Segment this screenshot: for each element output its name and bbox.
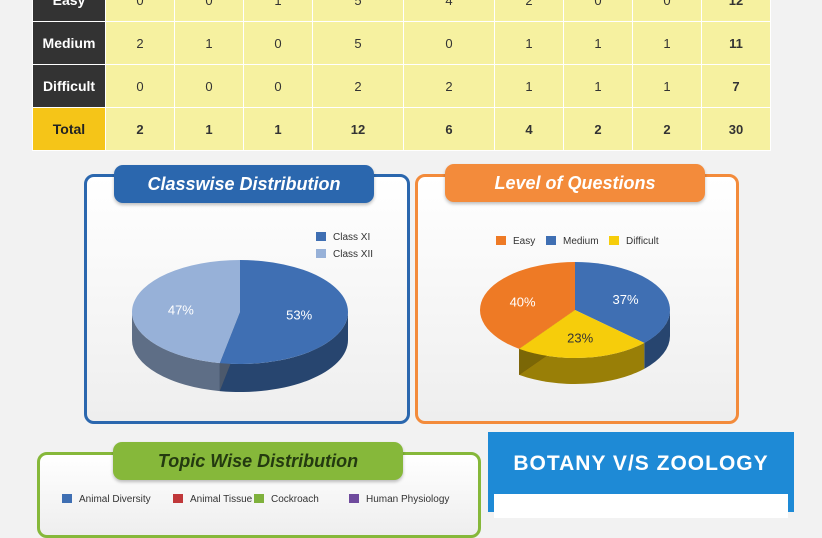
table-row: Difficult 0 0 0 2 2 1 1 1 7 xyxy=(32,64,771,108)
table-cell: 2 xyxy=(563,107,633,151)
legend-class-xi-label: Class XI xyxy=(333,232,371,243)
table-cell: 0 xyxy=(243,21,313,65)
legend-difficult-swatch xyxy=(609,236,619,245)
legend-human-physiology-swatch xyxy=(349,494,359,503)
row-total: 7 xyxy=(701,64,771,108)
legend-difficult: Difficult xyxy=(609,236,659,247)
table-cell: 1 xyxy=(243,0,313,22)
table-cell: 0 xyxy=(174,64,244,108)
botany-zoology-content xyxy=(494,494,788,518)
table-cell: 2 xyxy=(105,107,175,151)
pie-slice-class-xi xyxy=(219,260,348,364)
legend-class-xi: Class XI xyxy=(316,232,370,243)
legend-medium-label: Medium xyxy=(563,236,599,247)
legend-human-physiology-label: Human Physiology xyxy=(366,494,450,505)
table-cell: 5 xyxy=(312,21,404,65)
level-pie-chart: 40% 37% 23% xyxy=(480,262,670,384)
topic-title: Topic Wise Distribution xyxy=(113,442,403,480)
table-cell: 12 xyxy=(312,107,404,151)
legend-class-xii-label: Class XII xyxy=(333,249,374,260)
table-cell: 2 xyxy=(632,107,702,151)
table-cell: 2 xyxy=(403,64,495,108)
table-cell: 4 xyxy=(403,0,495,22)
legend-easy-label: Easy xyxy=(513,236,536,247)
legend-class-xii-swatch xyxy=(316,249,326,258)
legend-animal-diversity: Animal Diversity xyxy=(62,494,151,505)
pie-slice-side xyxy=(519,342,645,384)
pie-slice-difficult xyxy=(519,310,645,358)
table-cell: 2 xyxy=(105,21,175,65)
table-cell: 5 xyxy=(312,0,404,22)
row-total: 12 xyxy=(701,0,771,22)
row-total: 30 xyxy=(701,107,771,151)
row-label: Difficult xyxy=(32,64,106,108)
pie-slice-medium xyxy=(575,262,670,343)
table-cell: 1 xyxy=(563,64,633,108)
legend-cockroach: Cockroach xyxy=(254,494,319,505)
botany-zoology-title: BOTANY V/S ZOOLOGY xyxy=(513,452,769,475)
legend-class-xii: Class XII xyxy=(316,249,373,260)
table-row: Total 2 1 1 12 6 4 2 2 30 xyxy=(32,107,771,151)
table-cell: 2 xyxy=(494,0,564,22)
pie-slice-class-xii xyxy=(131,260,240,364)
legend-human-physiology: Human Physiology xyxy=(349,494,449,505)
row-total: 11 xyxy=(701,21,771,65)
legend-animal-tissue: Animal Tissue xyxy=(173,494,252,505)
legend-class-xi-swatch xyxy=(316,232,326,241)
table-cell: 1 xyxy=(632,21,702,65)
legend-cockroach-label: Cockroach xyxy=(271,494,319,505)
table-cell: 1 xyxy=(632,64,702,108)
table-cell: 0 xyxy=(174,0,244,22)
table-row: Easy 0 0 1 5 4 2 0 0 12 xyxy=(32,0,771,22)
row-label: Easy xyxy=(32,0,106,22)
table-cell: 0 xyxy=(105,64,175,108)
table-cell: 0 xyxy=(563,0,633,22)
legend-medium: Medium xyxy=(546,236,599,247)
table-cell: 2 xyxy=(312,64,404,108)
table-row: Medium 2 1 0 5 0 1 1 1 11 xyxy=(32,21,771,65)
legend-animal-diversity-swatch xyxy=(62,494,72,503)
pie-value-label: 37% xyxy=(613,292,639,307)
question-distribution-table: Easy 0 0 1 5 4 2 0 0 12 Medium 2 1 0 5 0 1 1 1 11 Difficult 0… xyxy=(32,0,771,151)
pie-value-label: 40% xyxy=(510,294,536,309)
table-cell: 0 xyxy=(243,64,313,108)
table-cell: 1 xyxy=(174,107,244,151)
row-label: Medium xyxy=(32,21,106,65)
table-cell: 1 xyxy=(563,21,633,65)
pie-slice-side xyxy=(219,312,348,392)
table-cell: 0 xyxy=(105,0,175,22)
pie-slice-easy xyxy=(480,262,575,349)
legend-easy: Easy xyxy=(496,236,535,247)
classwise-title: Classwise Distribution xyxy=(114,165,374,203)
table-cell: 1 xyxy=(494,64,564,108)
legend-medium-swatch xyxy=(546,236,556,245)
pie-value-label: 53% xyxy=(286,308,312,323)
level-title: Level of Questions xyxy=(445,164,705,202)
row-label: Total xyxy=(32,107,106,151)
table-cell: 1 xyxy=(494,21,564,65)
pie-value-label: 47% xyxy=(168,302,194,317)
classwise-pie-chart: 53% 47% xyxy=(131,260,348,392)
pie-slice-side xyxy=(644,310,670,369)
table-cell: 1 xyxy=(243,107,313,151)
legend-difficult-label: Difficult xyxy=(626,236,659,247)
pie-slice-side xyxy=(132,312,220,392)
table-cell: 6 xyxy=(403,107,495,151)
table-cell: 0 xyxy=(403,21,495,65)
legend-cockroach-swatch xyxy=(254,494,264,503)
legend-animal-tissue-swatch xyxy=(173,494,183,503)
table-cell: 0 xyxy=(632,0,702,22)
legend-animal-diversity-label: Animal Diversity xyxy=(79,494,151,505)
botany-zoology-panel: BOTANY V/S ZOOLOGY xyxy=(488,432,794,518)
pie-value-label: 23% xyxy=(567,331,593,346)
legend-animal-tissue-label: Animal Tissue xyxy=(190,494,253,505)
table-cell: 4 xyxy=(494,107,564,151)
legend-easy-swatch xyxy=(496,236,506,245)
table-cell: 1 xyxy=(174,21,244,65)
